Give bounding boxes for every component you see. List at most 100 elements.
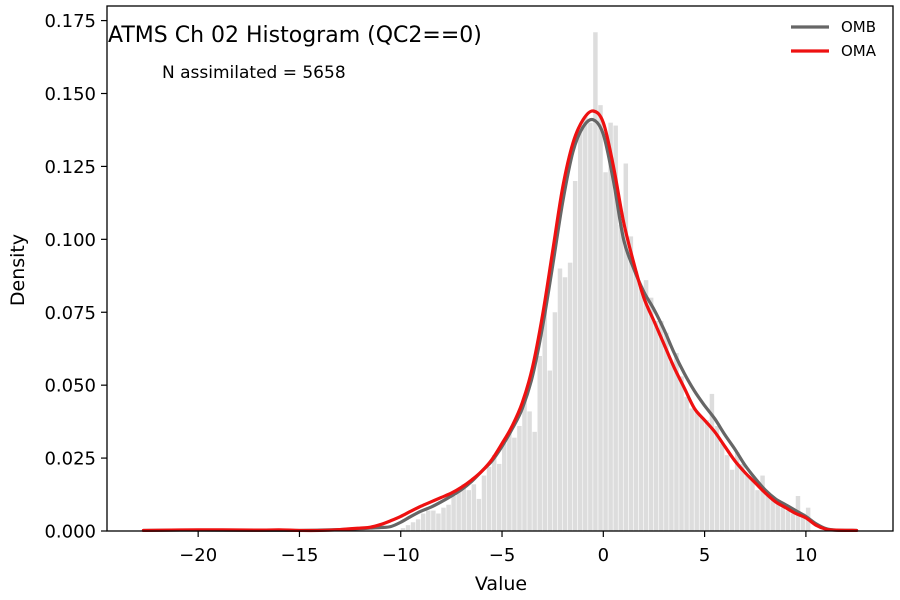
- y-tick-label: 0.125: [44, 157, 96, 178]
- histogram-bar: [420, 513, 426, 531]
- x-tick-label: −20: [179, 545, 217, 566]
- y-tick-label: 0.150: [44, 84, 96, 105]
- histogram-bar: [775, 501, 780, 531]
- x-tick-label: 10: [794, 545, 817, 566]
- histogram-bar: [719, 443, 725, 531]
- histogram-bar: [436, 513, 441, 531]
- histogram-bar: [557, 268, 563, 531]
- histogram-bar: [674, 353, 679, 531]
- histogram-bar: [770, 498, 775, 531]
- histogram-bar: [633, 271, 639, 531]
- x-tick-label: −10: [382, 545, 420, 566]
- histogram-bar: [577, 125, 583, 531]
- histogram-bar: [426, 510, 431, 531]
- histogram-bar: [491, 455, 497, 531]
- histogram-bar: [699, 417, 705, 531]
- histogram-bar: [481, 475, 487, 531]
- histogram-bar: [547, 370, 553, 531]
- histogram-bar: [527, 411, 532, 531]
- histogram-bar: [643, 280, 649, 531]
- histogram-bar: [790, 513, 796, 531]
- histogram-bar: [405, 525, 411, 531]
- x-tick-label: −5: [489, 545, 516, 566]
- histogram-bar: [542, 306, 548, 531]
- histogram-bar: [410, 522, 416, 531]
- plot-frame: [106, 5, 894, 532]
- histogram-bar: [613, 125, 618, 531]
- histogram-bar: [745, 475, 750, 531]
- y-axis-ticks: 0.000 0.025 0.050 0.075 0.100 0.125 0.150 0.175: [44, 11, 107, 543]
- series-line-omb: [141, 117, 859, 533]
- histogram-bar: [552, 312, 558, 531]
- kde-series: [141, 109, 859, 533]
- histogram-bar: [517, 426, 522, 531]
- histogram-bar: [562, 277, 568, 531]
- histogram-bar: [669, 361, 674, 531]
- histogram-bar: [400, 528, 406, 531]
- histogram-bar: [679, 376, 684, 531]
- histogram-bar: [522, 399, 527, 531]
- y-tick-label: 0.025: [44, 449, 96, 470]
- chart-title: ATMS Ch 02 Histogram (QC2==0): [108, 23, 482, 48]
- histogram-bar: [780, 507, 786, 531]
- x-axis-ticks: −20 −15 −10 −5 0 5 10: [179, 531, 817, 566]
- histogram-bar: [471, 484, 477, 531]
- histogram-bar: [694, 411, 699, 531]
- histogram-bar: [507, 431, 512, 531]
- histogram-bar: [567, 262, 573, 531]
- histogram-bars: [400, 32, 811, 532]
- legend-label-oma: OMA: [841, 42, 877, 60]
- y-tick-label: 0.000: [44, 522, 96, 543]
- histogram-bar: [456, 490, 461, 531]
- histogram-bar: [709, 393, 715, 531]
- legend-label-omb: OMB: [841, 18, 876, 36]
- histogram-bar: [476, 498, 482, 531]
- histogram-bar: [583, 116, 588, 531]
- histogram-bar: [446, 504, 451, 531]
- histogram-bar: [588, 122, 593, 532]
- x-tick-label: 0: [598, 545, 609, 566]
- histogram-bar: [800, 513, 806, 531]
- histogram-bar: [415, 519, 421, 531]
- histogram-bar: [598, 105, 603, 532]
- histogram-bar: [451, 496, 456, 531]
- histogram-bar: [618, 224, 623, 531]
- histogram-bar: [603, 172, 608, 531]
- histogram-bar: [653, 321, 659, 531]
- histogram-bar: [486, 466, 492, 531]
- histogram-bar: [441, 507, 446, 531]
- histogram-bar: [664, 332, 669, 531]
- histogram-bar: [659, 321, 664, 531]
- x-tick-label: 5: [699, 545, 710, 566]
- histogram-bar: [608, 122, 613, 532]
- x-axis-label: Value: [475, 573, 527, 595]
- histogram-bar: [532, 431, 537, 531]
- y-tick-label: 0.100: [44, 230, 96, 251]
- histogram-bar: [431, 510, 436, 531]
- histogram-bar: [750, 475, 755, 531]
- histogram-bar: [689, 408, 694, 531]
- n-assimilated-annotation: N assimilated = 5658: [162, 63, 346, 83]
- histogram-bar: [704, 420, 710, 531]
- histogram-bar: [466, 490, 472, 531]
- series-line-oma: [141, 109, 859, 533]
- histogram-bar: [502, 443, 507, 531]
- histogram-bar: [714, 426, 720, 531]
- histogram-bar: [623, 163, 629, 531]
- x-tick-label: −15: [280, 545, 318, 566]
- histogram-bar: [785, 510, 791, 531]
- histogram-bar: [496, 463, 502, 531]
- histogram-bar: [593, 32, 598, 531]
- histogram-bar: [755, 490, 760, 531]
- y-tick-label: 0.050: [44, 376, 96, 397]
- legend: OMB OMA: [791, 18, 877, 60]
- histogram-bar: [729, 469, 735, 531]
- y-tick-label: 0.175: [44, 11, 96, 32]
- histogram-bar: [572, 181, 578, 531]
- histogram-bar: [648, 297, 654, 531]
- histogram-bar: [734, 452, 740, 531]
- histogram-bar: [724, 455, 730, 531]
- y-axis-label: Density: [7, 234, 29, 306]
- histogram-bar: [684, 396, 689, 531]
